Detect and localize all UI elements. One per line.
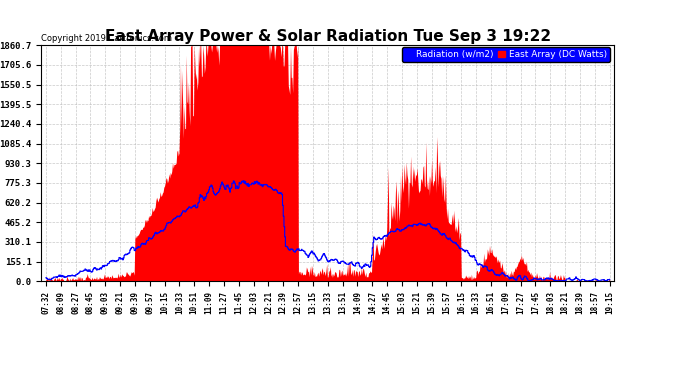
Text: Copyright 2019 Cartronics.com: Copyright 2019 Cartronics.com: [41, 34, 172, 43]
Legend: Radiation (w/m2), East Array (DC Watts): Radiation (w/m2), East Array (DC Watts): [402, 47, 609, 62]
Title: East Array Power & Solar Radiation Tue Sep 3 19:22: East Array Power & Solar Radiation Tue S…: [105, 29, 551, 44]
